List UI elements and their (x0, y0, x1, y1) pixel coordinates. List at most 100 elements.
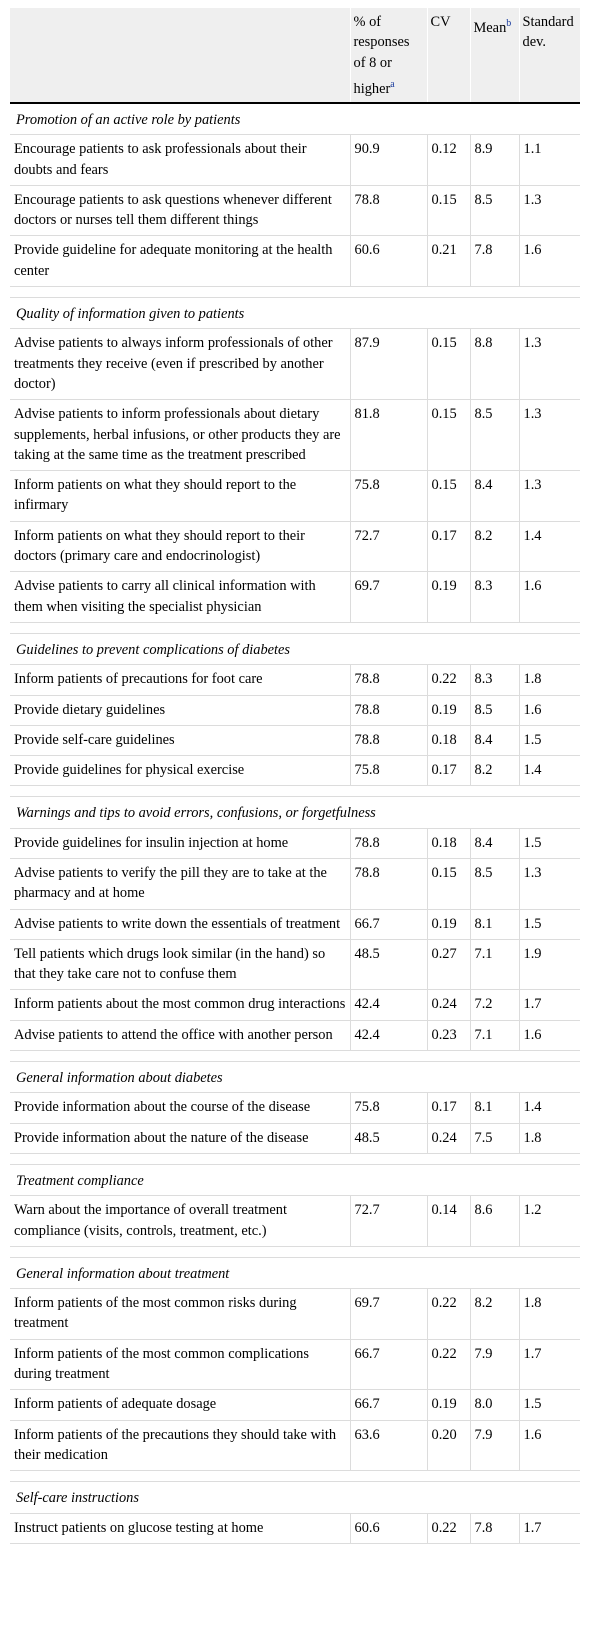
table-row: Provide self-care guidelines 78.8 0.18 8.4 1… (10, 725, 580, 757)
section-header: General information about diabetes (10, 1061, 580, 1094)
section-title: General information about treatment (10, 1257, 580, 1290)
mean-cell: 8.6 (470, 1195, 520, 1247)
item-label: Provide information about the course of … (10, 1092, 351, 1124)
pct-cell: 69.7 (350, 571, 428, 623)
cv-cell: 0.15 (427, 399, 471, 472)
section-spacer (10, 785, 580, 798)
mean-cell: 8.5 (470, 858, 520, 910)
section-spacer (10, 286, 580, 299)
table-row: Advise patients to carry all clinical in… (10, 571, 580, 623)
sd-cell: 1.6 (519, 571, 580, 623)
table-row: Inform patients about the most common dr… (10, 989, 580, 1021)
item-label: Advise patients to inform professionals … (10, 399, 351, 472)
sd-cell: 1.3 (519, 185, 580, 237)
section-header: Treatment compliance (10, 1164, 580, 1197)
mean-cell: 8.2 (470, 755, 520, 787)
item-label: Provide self-care guidelines (10, 725, 351, 757)
pct-cell: 72.7 (350, 521, 428, 573)
mean-cell: 8.5 (470, 185, 520, 237)
pct-cell: 66.7 (350, 1389, 428, 1421)
footnote-a-link[interactable]: a (390, 78, 395, 90)
header-sd: Standard dev. (519, 8, 580, 104)
pct-cell: 48.5 (350, 939, 428, 991)
section-header: General information about treatment (10, 1257, 580, 1290)
item-label: Provide guideline for adequate monitorin… (10, 235, 351, 288)
section-title: General information about diabetes (10, 1061, 580, 1094)
table-row: Encourage patients to ask questions when… (10, 185, 580, 237)
mean-cell: 7.1 (470, 939, 520, 991)
table-row: Advise patients to always inform profess… (10, 328, 580, 401)
table-row: Inform patients on what they should repo… (10, 521, 580, 573)
mean-cell: 8.3 (470, 571, 520, 623)
cv-cell: 0.22 (427, 1288, 471, 1340)
mean-cell: 8.4 (470, 828, 520, 860)
cv-cell: 0.21 (427, 235, 471, 288)
cv-cell: 0.15 (427, 328, 471, 401)
cv-cell: 0.18 (427, 725, 471, 757)
item-label: Warn about the importance of overall tre… (10, 1195, 351, 1247)
item-label: Encourage patients to ask professionals … (10, 134, 351, 186)
sd-cell: 1.4 (519, 755, 580, 787)
pct-cell: 87.9 (350, 328, 428, 401)
header-cv: CV (427, 8, 471, 104)
sd-cell: 1.5 (519, 1389, 580, 1421)
pct-cell: 63.6 (350, 1420, 428, 1472)
sd-cell: 1.2 (519, 1195, 580, 1247)
section-title: Guidelines to prevent complications of d… (10, 633, 580, 666)
cv-cell: 0.24 (427, 1123, 471, 1154)
item-label: Inform patients on what they should repo… (10, 470, 351, 522)
table-row: Tell patients which drugs look similar (… (10, 939, 580, 991)
section-header: Guidelines to prevent complications of d… (10, 633, 580, 666)
table-row: Inform patients of precautions for foot … (10, 664, 580, 696)
item-label: Advise patients to attend the office wit… (10, 1020, 351, 1052)
table-row: Provide dietary guidelines 78.8 0.19 8.5 1.6 (10, 695, 580, 726)
sd-cell: 1.8 (519, 1288, 580, 1340)
sd-cell: 1.7 (519, 1339, 580, 1391)
item-label: Encourage patients to ask questions when… (10, 185, 351, 237)
pct-cell: 75.8 (350, 470, 428, 522)
sd-cell: 1.3 (519, 470, 580, 522)
table-row: Provide guideline for adequate monitorin… (10, 235, 580, 288)
table-row: Encourage patients to ask professionals … (10, 134, 580, 186)
pct-cell: 66.7 (350, 1339, 428, 1391)
item-label: Inform patients of precautions for foot … (10, 664, 351, 696)
sd-cell: 1.5 (519, 725, 580, 757)
mean-cell: 8.3 (470, 664, 520, 696)
header-mean: Meanb (470, 8, 520, 104)
section-spacer (10, 1470, 580, 1483)
item-label: Provide guidelines for insulin injection… (10, 828, 351, 860)
pct-cell: 75.8 (350, 1092, 428, 1124)
section-title: Quality of information given to patients (10, 297, 580, 330)
section-spacer (10, 1050, 580, 1063)
footnote-b-link[interactable]: b (506, 18, 512, 29)
cv-cell: 0.22 (427, 664, 471, 696)
sd-cell: 1.6 (519, 235, 580, 288)
sd-cell: 1.6 (519, 1020, 580, 1052)
pct-cell: 78.8 (350, 725, 428, 757)
sd-cell: 1.6 (519, 695, 580, 726)
section-spacer (10, 622, 580, 634)
item-label: Inform patients of the most common compl… (10, 1339, 351, 1391)
sd-cell: 1.5 (519, 909, 580, 940)
section-header: Quality of information given to patients (10, 297, 580, 330)
item-label: Provide dietary guidelines (10, 695, 351, 726)
cv-cell: 0.19 (427, 1389, 471, 1421)
cv-cell: 0.17 (427, 1092, 471, 1124)
table-row: Provide guidelines for physical exercise… (10, 755, 580, 787)
mean-cell: 8.0 (470, 1389, 520, 1421)
cv-cell: 0.19 (427, 571, 471, 623)
table-row: Instruct patients on glucose testing at … (10, 1513, 580, 1544)
mean-cell: 7.9 (470, 1420, 520, 1472)
section-title: Promotion of an active role by patients (10, 102, 580, 136)
table-row: Advise patients to write down the essent… (10, 909, 580, 940)
header-pct: % of responses of 8 or highera (350, 8, 428, 104)
sd-cell: 1.3 (519, 858, 580, 910)
pct-cell: 81.8 (350, 399, 428, 472)
cv-cell: 0.22 (427, 1513, 471, 1544)
cv-cell: 0.19 (427, 909, 471, 940)
table-row: Advise patients to verify the pill they … (10, 858, 580, 910)
cv-cell: 0.14 (427, 1195, 471, 1247)
section-title: Self-care instructions (10, 1481, 580, 1514)
pct-cell: 90.9 (350, 134, 428, 186)
table-body: Promotion of an active role by patients E… (10, 102, 580, 1544)
